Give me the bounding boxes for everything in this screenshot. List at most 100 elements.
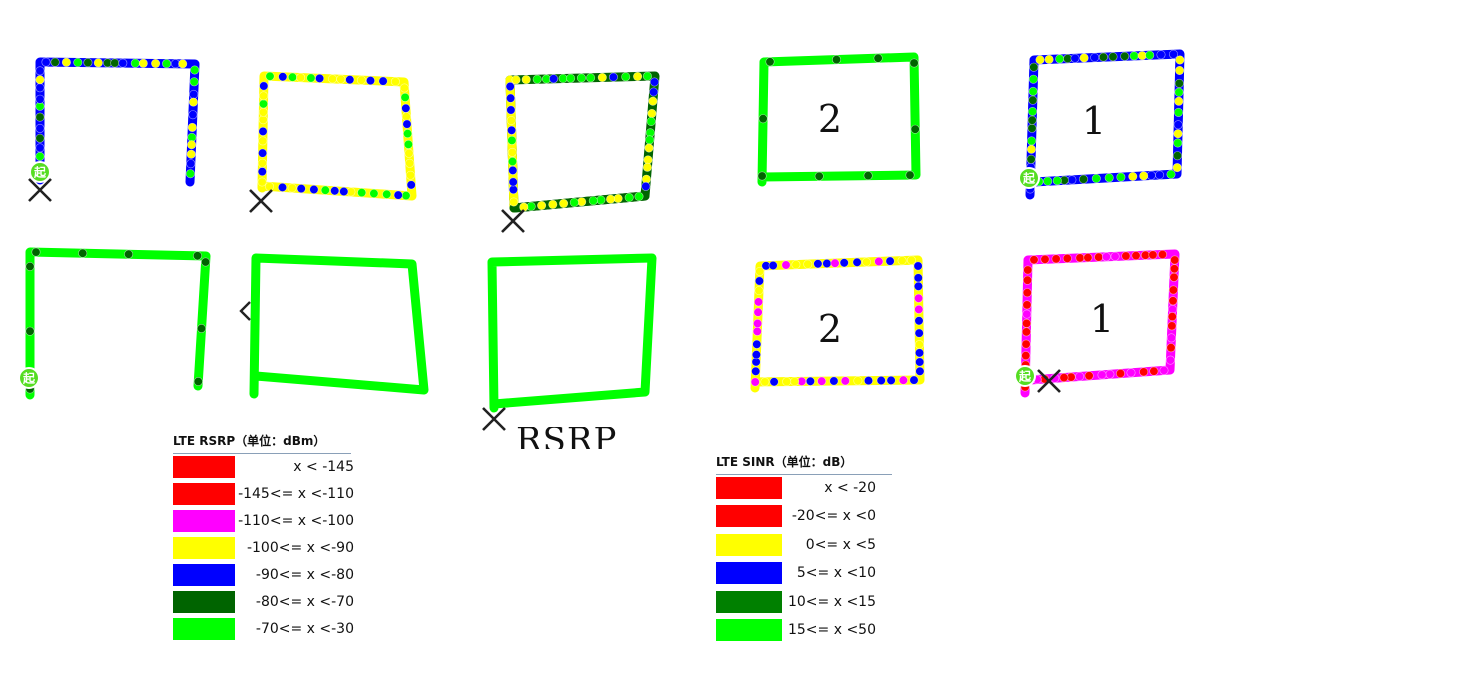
route-label: 2	[818, 97, 842, 141]
sample-point	[646, 136, 654, 144]
sample-point	[770, 378, 778, 386]
sample-point	[111, 59, 119, 67]
route-path	[262, 76, 412, 196]
sample-point	[1130, 52, 1138, 60]
sample-point	[1063, 254, 1071, 262]
sample-point	[1023, 276, 1031, 284]
sample-point	[1052, 255, 1060, 263]
sample-point	[769, 261, 777, 269]
rsrp-legend-swatch	[173, 483, 235, 505]
sample-point	[832, 55, 840, 63]
end-marker-icon	[250, 190, 272, 212]
route-bot-1	[26, 248, 210, 395]
sample-point	[783, 377, 791, 385]
sinr-legend-label: x < -20	[824, 480, 876, 496]
sample-point	[766, 58, 774, 66]
rsrp-legend: LTE RSRP（单位：dBm） x < -145 -145<= x <-110 -…	[173, 432, 351, 643]
sample-point	[1167, 344, 1175, 352]
sample-point	[1174, 108, 1182, 116]
sample-point	[509, 185, 517, 193]
sample-point	[887, 376, 895, 384]
sample-point	[358, 188, 366, 196]
sample-point	[400, 84, 408, 92]
sample-point	[259, 127, 267, 135]
route-labels: 2 12 1	[818, 97, 1114, 351]
sample-point	[815, 172, 823, 180]
sample-point	[841, 377, 849, 385]
sample-point	[886, 257, 894, 265]
sample-point	[366, 76, 374, 84]
sinr-legend-row: 10<= x <15	[716, 589, 892, 617]
sample-point	[650, 88, 658, 96]
sample-point	[914, 262, 922, 270]
sample-point	[752, 367, 760, 375]
sample-point	[42, 58, 50, 66]
sample-point	[645, 144, 653, 152]
sample-point	[806, 377, 814, 385]
sample-point	[1170, 273, 1178, 281]
sample-point	[1024, 266, 1032, 274]
sample-point	[512, 76, 520, 84]
sample-point	[1027, 155, 1035, 163]
sample-point	[507, 116, 515, 124]
sample-point	[1127, 369, 1135, 377]
sinr-legend-swatch	[716, 591, 782, 613]
sample-point	[1175, 97, 1183, 105]
sample-point	[831, 259, 839, 267]
sample-point	[383, 190, 391, 198]
sample-point	[340, 187, 348, 195]
sample-point	[357, 76, 365, 84]
sample-point	[1079, 175, 1087, 183]
rsrp-legend-swatch	[173, 618, 235, 640]
sample-point	[1098, 371, 1106, 379]
sample-point	[648, 109, 656, 117]
partial-end-marker-icon	[241, 302, 250, 320]
sample-point	[1023, 310, 1031, 318]
sample-point	[790, 377, 798, 385]
svg-text:起: 起	[22, 371, 36, 386]
sample-point	[328, 75, 336, 83]
sample-point	[916, 367, 924, 375]
sample-point	[310, 185, 318, 193]
sample-point	[1175, 66, 1183, 74]
sample-point	[898, 256, 906, 264]
sample-point	[1045, 55, 1053, 63]
sample-point	[151, 59, 159, 67]
sample-point	[1030, 63, 1038, 71]
sample-point	[506, 82, 514, 90]
sample-point	[1146, 51, 1154, 59]
sample-point	[508, 157, 516, 165]
sample-point	[635, 192, 643, 200]
sample-point	[1028, 124, 1036, 132]
sample-point	[194, 377, 202, 385]
sample-point	[877, 376, 885, 384]
sample-point	[1122, 252, 1130, 260]
rsrp-legend-row: x < -145	[173, 454, 351, 481]
start-marker-icon: 起	[1015, 366, 1035, 386]
sample-point	[507, 106, 515, 114]
rsrp-legend-row: -80<= x <-70	[173, 589, 351, 616]
sample-point	[1117, 173, 1125, 181]
sample-point	[755, 277, 763, 285]
sample-point	[84, 58, 92, 66]
sample-point	[754, 308, 762, 316]
sample-point	[625, 193, 633, 201]
sample-point	[1027, 145, 1035, 153]
sample-point	[296, 73, 304, 81]
sample-point	[814, 260, 822, 268]
sample-point	[864, 171, 872, 179]
sample-point	[549, 75, 557, 83]
sample-point	[823, 259, 831, 267]
sample-point	[1106, 370, 1114, 378]
sample-point	[598, 73, 606, 81]
sample-point	[570, 198, 578, 206]
sinr-legend: LTE SINR（单位：dB） x < -20 -20<= x <0 0<= x <…	[716, 453, 892, 645]
sample-point	[337, 75, 345, 83]
route-top-2	[258, 72, 416, 200]
sample-point	[1023, 289, 1031, 297]
sample-point	[193, 252, 201, 260]
sample-point	[606, 195, 614, 203]
sample-point	[321, 186, 329, 194]
sample-point	[190, 78, 198, 86]
sample-point	[1053, 177, 1061, 185]
